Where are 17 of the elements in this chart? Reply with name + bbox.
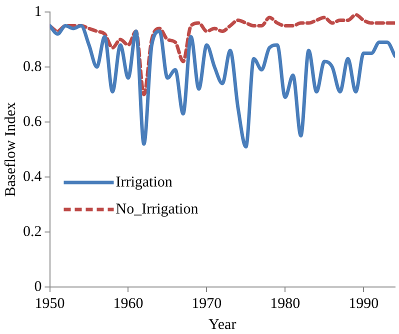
- y-tick-label: 1: [34, 4, 42, 20]
- y-tick-label: 0.4: [23, 168, 42, 185]
- x-tick-label: 1970: [192, 296, 222, 312]
- y-axis-title: Baseflow Index: [2, 102, 19, 197]
- x-axis-title: Year: [208, 316, 236, 333]
- line-series: [50, 13, 395, 96]
- x-tick-label: 1980: [270, 296, 300, 312]
- legend-label: Irrigation: [116, 174, 173, 190]
- y-tick-label: 0.6: [23, 114, 42, 130]
- line-series: [50, 24, 395, 148]
- x-tick-label: 1990: [348, 296, 379, 312]
- y-tick-label: 0.8: [23, 58, 42, 75]
- x-tick-label: 1950: [34, 296, 65, 312]
- x-tick-label: 1960: [113, 296, 144, 312]
- legend-label: No_Irrigation: [116, 201, 199, 218]
- y-tick-label: 0: [34, 278, 42, 295]
- y-tick-label: 0.2: [23, 224, 42, 240]
